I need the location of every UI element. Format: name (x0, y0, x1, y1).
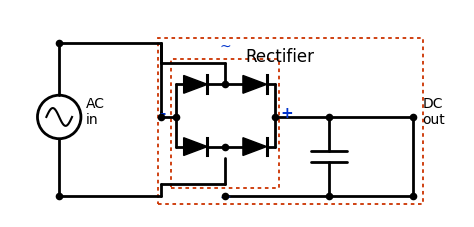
Polygon shape (243, 75, 267, 93)
Polygon shape (243, 138, 267, 155)
Text: DC
out: DC out (423, 97, 446, 127)
Text: ~: ~ (219, 40, 231, 54)
Text: AC
in: AC in (86, 97, 105, 127)
Bar (158, 38, 423, 204)
Polygon shape (183, 75, 207, 93)
Text: ~: ~ (219, 191, 231, 205)
Text: Rectifier: Rectifier (245, 48, 314, 66)
Bar (171, 59, 280, 188)
Text: -: - (160, 106, 166, 121)
Text: +: + (281, 106, 293, 121)
Polygon shape (183, 138, 207, 155)
